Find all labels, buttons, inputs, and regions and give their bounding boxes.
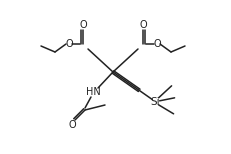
Text: O: O: [152, 39, 160, 49]
Text: O: O: [68, 120, 76, 130]
Text: O: O: [139, 20, 146, 30]
Text: O: O: [79, 20, 86, 30]
Text: HN: HN: [85, 87, 100, 97]
Text: O: O: [65, 39, 73, 49]
Text: Si: Si: [150, 97, 160, 107]
